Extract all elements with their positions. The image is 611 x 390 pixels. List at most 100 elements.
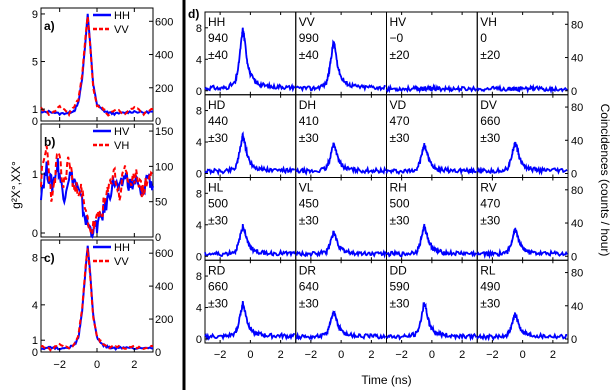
- xtick-label: 2: [278, 349, 284, 361]
- trace-DV: [476, 141, 568, 176]
- ytick-left-label: 8: [196, 23, 202, 35]
- subpanel-VD: VD 470 ±30: [385, 94, 478, 178]
- ytick-right-label: 400: [155, 50, 173, 62]
- subpanel-name: RV: [480, 181, 496, 195]
- panel-label: b): [44, 135, 55, 149]
- subpanel-error: ±30: [480, 214, 500, 228]
- xtick-label: 2: [368, 349, 374, 361]
- series-line-VV: [40, 248, 154, 352]
- xtick-label: −2: [305, 349, 318, 361]
- subpanel-HL: HL 500 ±30 0 4 8: [196, 177, 297, 263]
- ytick-left-label: 4: [196, 220, 202, 232]
- trace-DR: [295, 309, 387, 341]
- ytick-right-label: 0: [155, 347, 161, 359]
- y-axis-right-label: Coincidences (counts / hour): [598, 104, 611, 257]
- subpanel-value: 660: [208, 279, 228, 293]
- trace-HH: [204, 27, 296, 93]
- ytick-left-label: 0: [196, 251, 202, 263]
- trace-VH: [476, 83, 568, 95]
- trace-RL: [476, 311, 568, 342]
- subpanel-RD: RD 660 ±30 0 4 8 −2 0 2: [196, 259, 297, 361]
- subpanel-DD: DD 590 ±30 −2 0 2: [385, 259, 478, 361]
- legend-label-HH: HH: [114, 10, 130, 22]
- ytick-right-label: 100: [155, 161, 173, 173]
- subpanel-value: 440: [208, 114, 228, 128]
- xtick-label: −2: [53, 359, 66, 371]
- ytick-right-label: 150: [155, 126, 173, 138]
- ytick-right-label: 0: [155, 116, 161, 128]
- subpanel-error: ±30: [299, 214, 319, 228]
- panel-label: c): [44, 251, 55, 265]
- panel-label: a): [44, 19, 55, 33]
- ytick-left-label: 0: [196, 334, 202, 346]
- ytick-right-label: 40: [571, 135, 583, 147]
- subpanel-error: ±30: [480, 296, 500, 310]
- xtick-label: 0: [429, 349, 435, 361]
- subpanel-name: HH: [208, 15, 225, 29]
- subpanel-name: RL: [480, 263, 496, 277]
- series-line-VH: [40, 145, 154, 235]
- subpanel-RV: RV 470 ±30 0 40 80: [476, 177, 583, 263]
- subpanel-value: 940: [208, 31, 228, 45]
- subpanel-name: RD: [208, 263, 226, 277]
- ytick-right-label: 0: [571, 86, 577, 98]
- subpanel-name: DH: [299, 98, 316, 112]
- trace-DH: [295, 142, 387, 176]
- legend-label-HH: HH: [114, 242, 130, 254]
- xtick-label: 0: [338, 349, 344, 361]
- subpanel-error: ±30: [390, 296, 410, 310]
- ytick-left-label: 4: [196, 303, 202, 315]
- xtick-label: 2: [131, 359, 137, 371]
- subpanel-error: ±40: [208, 48, 228, 62]
- subpanel-name: RH: [390, 181, 407, 195]
- trace-VL: [295, 230, 387, 259]
- subpanel-VH: VH 0 ±20 0 40 80: [476, 11, 583, 98]
- ytick-right-label: 80: [571, 185, 583, 197]
- ytick-right-label: 50: [155, 197, 167, 209]
- trace-HV: [385, 83, 478, 94]
- subpanel-value: −0: [390, 31, 404, 45]
- subpanel-name: DD: [390, 263, 408, 277]
- subpanel-name: VD: [390, 98, 407, 112]
- ytick-left-label: 4: [196, 54, 202, 66]
- subpanel-value: 470: [390, 114, 410, 128]
- subpanel-value: 500: [208, 197, 228, 211]
- subpanel-name: HV: [390, 15, 407, 29]
- xtick-label: −2: [486, 349, 499, 361]
- subpanel-VV: VV 990 ±40: [295, 11, 387, 96]
- xtick-label: 0: [94, 359, 100, 371]
- subpanel-value: 640: [299, 279, 319, 293]
- subpanel-error: ±30: [208, 131, 228, 145]
- ytick-left-label: 0: [32, 116, 38, 128]
- ytick-right-label: 200: [155, 314, 173, 326]
- xtick-label: −2: [395, 349, 408, 361]
- subpanel-error: ±30: [390, 214, 410, 228]
- subpanel-error: ±30: [208, 214, 228, 228]
- ytick-left-label: 4: [196, 137, 202, 149]
- ytick-right-label: 600: [155, 16, 173, 28]
- ytick-right-label: 0: [155, 232, 161, 244]
- ytick-left-label: 8: [196, 106, 202, 118]
- subpanel-value: 500: [390, 197, 410, 211]
- trace-DD: [385, 301, 478, 342]
- subpanel-error: ±30: [299, 296, 319, 310]
- subpanel-name: VV: [299, 15, 315, 29]
- ytick-right-label: 0: [571, 169, 577, 181]
- trace-RV: [476, 227, 568, 260]
- ytick-left-label: 9: [32, 9, 38, 21]
- subpanel-name: VL: [299, 181, 314, 195]
- trace-RH: [385, 223, 477, 258]
- ytick-left-label: 0: [196, 169, 202, 181]
- subpanel-error: ±30: [299, 131, 319, 145]
- ytick-left-label: 0: [196, 86, 202, 98]
- panel-label: d): [188, 7, 199, 21]
- ytick-left-label: 8: [196, 188, 202, 200]
- ytick-left-label: 8: [32, 253, 38, 265]
- legend-label-HV: HV: [114, 126, 130, 138]
- y-axis-label: g²X°,XX°: [9, 161, 23, 209]
- x-axis-label: Time (ns): [361, 373, 411, 387]
- subpanel-RL: RL 490 ±30 0 40 80 −2 0 2: [476, 259, 583, 361]
